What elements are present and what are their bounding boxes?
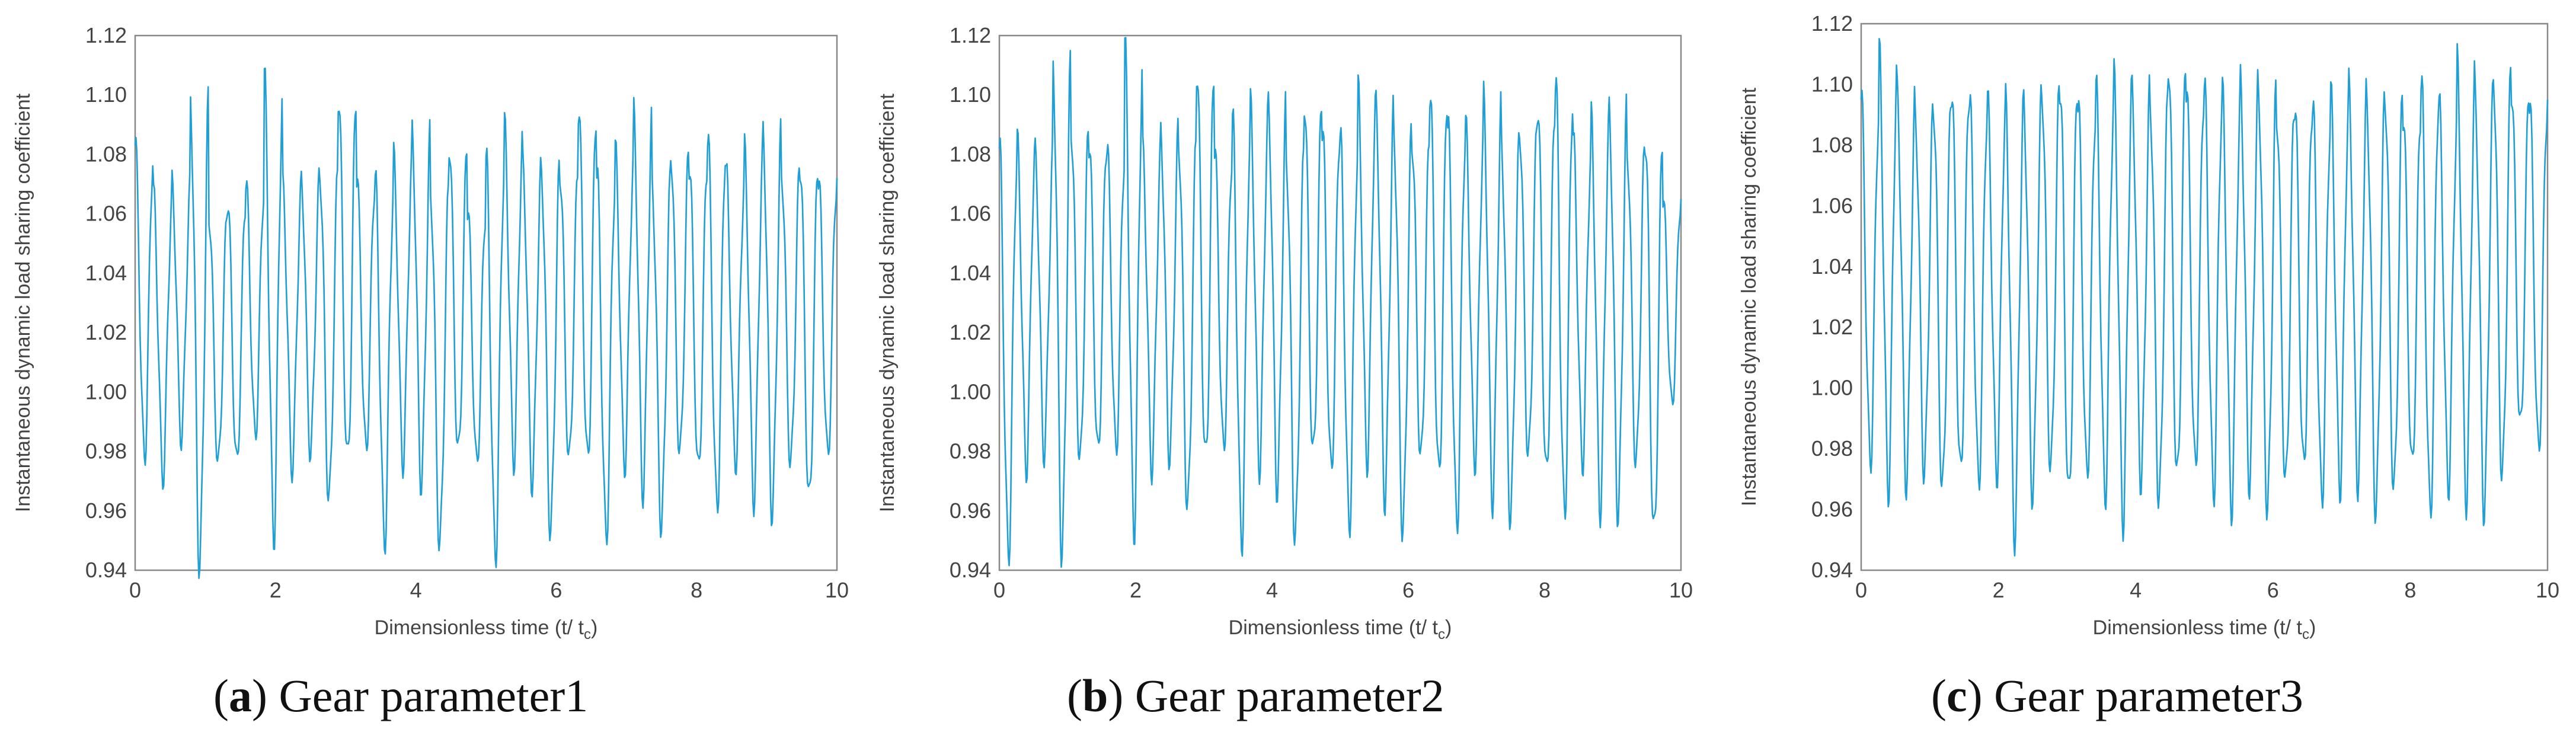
y-tick-label: 1.12 — [85, 23, 127, 47]
y-tick-label: 1.08 — [85, 142, 127, 166]
x-tick-label: 10 — [825, 578, 849, 602]
series-line — [998, 37, 1682, 568]
y-tick-label: 1.02 — [85, 320, 127, 344]
y-tick-label: 1.10 — [85, 82, 127, 107]
x-tick-label: 4 — [2130, 578, 2142, 602]
x-tick-label: 6 — [2267, 578, 2279, 602]
y-tick-label: 1.04 — [1811, 254, 1853, 279]
subfigure-caption: (a) Gear parameter1 — [213, 670, 588, 721]
y-tick-label: 0.96 — [950, 498, 991, 523]
x-tick-label: 10 — [1669, 578, 1693, 602]
x-tick-label: 10 — [2536, 578, 2559, 602]
y-tick-label: 0.96 — [1811, 497, 1853, 522]
y-tick-label: 1.02 — [1811, 315, 1853, 339]
series-line — [1860, 38, 2549, 557]
y-tick-label: 1.06 — [1811, 193, 1853, 218]
y-tick-label: 1.08 — [950, 142, 991, 166]
y-axis-label: Instantaneous dynamic load sharing coeff… — [12, 93, 34, 512]
y-tick-label: 0.98 — [950, 439, 991, 464]
plot-frame — [1860, 23, 2549, 571]
y-tick-label: 0.94 — [950, 558, 991, 582]
x-tick-label: 8 — [691, 578, 702, 602]
y-axis-label: Instantaneous dynamic load sharing coeff… — [1738, 87, 1760, 506]
x-tick-label: 2 — [1993, 578, 2005, 602]
y-tick-label: 0.94 — [1811, 558, 1853, 582]
y-tick-label: 1.12 — [1811, 11, 1853, 36]
y-tick-label: 1.04 — [950, 261, 991, 285]
series-line — [134, 68, 838, 579]
y-tick-label: 0.98 — [1811, 436, 1853, 461]
chart-panel-c: 0.94 0.96 0.98 1.00 1.02 1.04 1.06 1.08 1.10 1.12… — [1738, 11, 2559, 721]
y-tick-label: 1.08 — [1811, 133, 1853, 157]
y-tick-label: 0.94 — [85, 558, 127, 582]
y-tick-label: 1.00 — [85, 379, 127, 404]
y-tick-label: 1.04 — [85, 261, 127, 285]
y-tick-label: 1.06 — [85, 202, 127, 226]
x-tick-label: 8 — [1539, 578, 1551, 602]
plot-frame — [134, 34, 838, 571]
x-axis-label: Dimensionless time (t/ tc) — [1229, 616, 1452, 643]
chart-panel-a: 0.94 0.96 0.98 1.00 1.02 1.04 1.06 1.08 1.10 1.12… — [12, 23, 849, 721]
y-axis-label: Instantaneous dynamic load sharing coeff… — [876, 93, 899, 512]
y-tick-label: 0.96 — [85, 498, 127, 523]
x-tick-label: 8 — [2404, 578, 2416, 602]
x-tick-label: 0 — [1855, 578, 1867, 602]
y-tick-label: 0.98 — [85, 439, 127, 464]
x-tick-label: 2 — [270, 578, 282, 602]
y-tick-label: 1.12 — [950, 23, 991, 47]
chart-panel-b: 0.94 0.96 0.98 1.00 1.02 1.04 1.06 1.08 1.10 1.12… — [876, 23, 1693, 721]
x-axis-label: Dimensionless time (t/ tc) — [375, 616, 598, 643]
x-axis-label: Dimensionless time (t/ tc) — [2093, 616, 2316, 643]
plot-frame — [998, 34, 1682, 571]
x-tick-label: 6 — [550, 578, 562, 602]
y-tick-label: 1.02 — [950, 320, 991, 344]
x-tick-label: 0 — [993, 578, 1005, 602]
y-tick-label: 1.00 — [950, 379, 991, 404]
subfigure-caption: (b) Gear parameter2 — [1067, 670, 1444, 721]
y-tick-label: 1.10 — [950, 82, 991, 107]
x-tick-label: 4 — [410, 578, 422, 602]
x-tick-label: 2 — [1130, 578, 1142, 602]
y-tick-label: 1.00 — [1811, 376, 1853, 400]
x-tick-label: 6 — [1402, 578, 1414, 602]
x-tick-label: 4 — [1266, 578, 1278, 602]
x-tick-label: 0 — [129, 578, 141, 602]
y-tick-label: 1.10 — [1811, 72, 1853, 96]
y-tick-label: 1.06 — [950, 202, 991, 226]
subfigure-caption: (c) Gear parameter3 — [1931, 670, 2303, 721]
